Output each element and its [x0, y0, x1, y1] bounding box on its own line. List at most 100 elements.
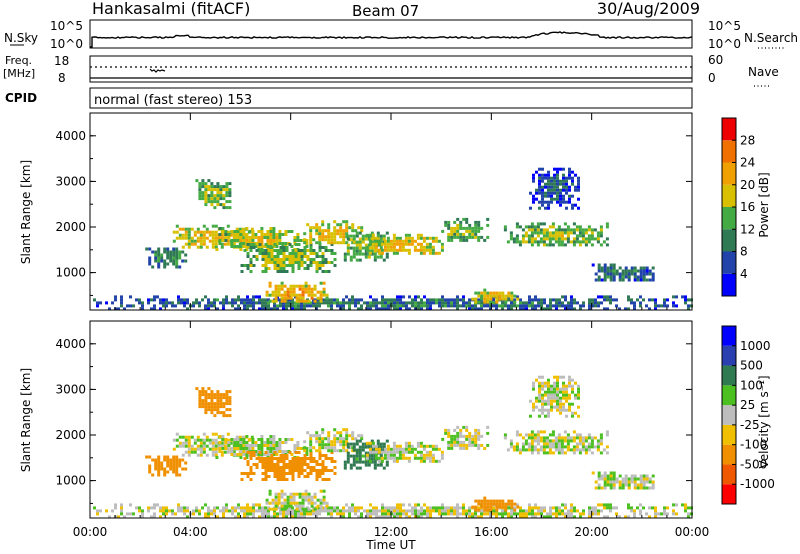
power-cell — [270, 249, 274, 252]
velocity-cell — [565, 393, 568, 397]
velocity-cell — [270, 515, 273, 519]
velocity-cell — [269, 435, 273, 438]
velocity-cell — [518, 451, 522, 455]
velocity-cell — [269, 444, 273, 447]
power-cell — [190, 239, 194, 243]
velocity-cell — [205, 435, 209, 439]
power-colorbar-segment — [722, 162, 736, 185]
velocity-cell — [339, 449, 343, 453]
velocity-cell — [264, 463, 268, 466]
power-cell — [395, 251, 399, 255]
power-cell — [534, 304, 537, 308]
velocity-cell — [236, 441, 240, 444]
velocity-cell — [175, 461, 179, 465]
power-cell — [327, 226, 331, 230]
power-cell — [260, 236, 264, 239]
power-cell — [530, 225, 534, 229]
velocity-cell — [534, 515, 537, 519]
velocity-cell — [249, 454, 253, 457]
power-cell — [295, 299, 299, 303]
velocity-cell — [405, 509, 408, 513]
power-cell — [280, 299, 284, 303]
velocity-cell — [354, 506, 357, 510]
velocity-cell — [219, 399, 223, 403]
power-cell — [93, 298, 96, 302]
power-cell — [636, 269, 640, 273]
velocity-cell — [416, 441, 420, 445]
power-cell — [333, 226, 337, 230]
velocity-cell — [291, 457, 295, 460]
velocity-cell — [345, 428, 349, 432]
velocity-cell — [318, 457, 322, 460]
velocity-cell — [547, 414, 550, 418]
power-cell — [453, 304, 456, 308]
power-cell — [207, 307, 210, 311]
velocity-cell — [603, 477, 607, 481]
power-cell — [562, 194, 565, 198]
velocity-cell — [300, 469, 304, 472]
velocity-cell — [319, 507, 323, 511]
power-cell — [609, 266, 613, 270]
velocity-cell — [216, 399, 220, 403]
power-cell — [447, 223, 451, 227]
velocity-cell — [501, 509, 504, 513]
velocity-cell — [603, 483, 607, 487]
power-cell — [587, 228, 591, 232]
power-cell — [633, 278, 637, 282]
power-cell — [190, 242, 194, 246]
power-cell — [374, 239, 378, 243]
power-cell — [480, 307, 483, 311]
power-cell — [267, 252, 271, 255]
power-cell — [248, 239, 252, 242]
power-cell — [419, 236, 423, 240]
velocity-cell — [285, 454, 289, 457]
power-cell — [578, 243, 582, 247]
velocity-cell — [398, 450, 402, 454]
velocity-cell — [645, 477, 649, 481]
velocity-cell — [282, 454, 286, 457]
power-cell — [513, 294, 517, 298]
power-cell — [207, 298, 210, 302]
power-cell — [368, 251, 372, 255]
velocity-cell — [275, 453, 279, 456]
velocity-cell — [627, 506, 630, 510]
velocity-cell — [417, 503, 420, 507]
power-cell — [313, 299, 317, 303]
velocity-cell — [278, 444, 282, 447]
velocity-cell — [198, 509, 201, 513]
velocity-cell — [524, 448, 528, 452]
power-cell — [294, 295, 297, 299]
velocity-cell — [547, 396, 550, 400]
power-cell — [462, 298, 465, 302]
power-cell — [541, 179, 544, 183]
nsky-left-tick-bottom: 10^0 — [50, 37, 83, 51]
power-cell — [264, 261, 268, 264]
velocity-cell — [225, 414, 229, 418]
velocity-cell — [318, 472, 322, 475]
power-cell — [501, 294, 505, 298]
velocity-cell — [552, 506, 555, 510]
power-cell — [477, 229, 481, 233]
nsky-trace — [90, 31, 693, 48]
power-cell — [596, 231, 600, 235]
power-cell — [546, 307, 549, 311]
power-cell — [265, 293, 269, 297]
velocity-cell — [346, 442, 350, 446]
power-cell — [171, 301, 174, 305]
velocity-cell — [555, 515, 558, 519]
y-tick-label: 3000 — [55, 382, 86, 396]
power-cell — [172, 250, 176, 254]
velocity-cell — [578, 433, 582, 437]
velocity-cell — [459, 512, 462, 516]
velocity-cell — [584, 451, 588, 455]
power-cell — [251, 239, 255, 242]
velocity-cell — [141, 512, 144, 516]
velocity-cell — [444, 509, 447, 513]
velocity-cell — [318, 475, 322, 478]
velocity-cell — [480, 505, 484, 509]
power-cell — [510, 304, 513, 308]
power-cell — [309, 243, 313, 246]
velocity-cell — [294, 460, 298, 463]
power-cell — [370, 231, 374, 235]
power-cell — [687, 298, 690, 302]
